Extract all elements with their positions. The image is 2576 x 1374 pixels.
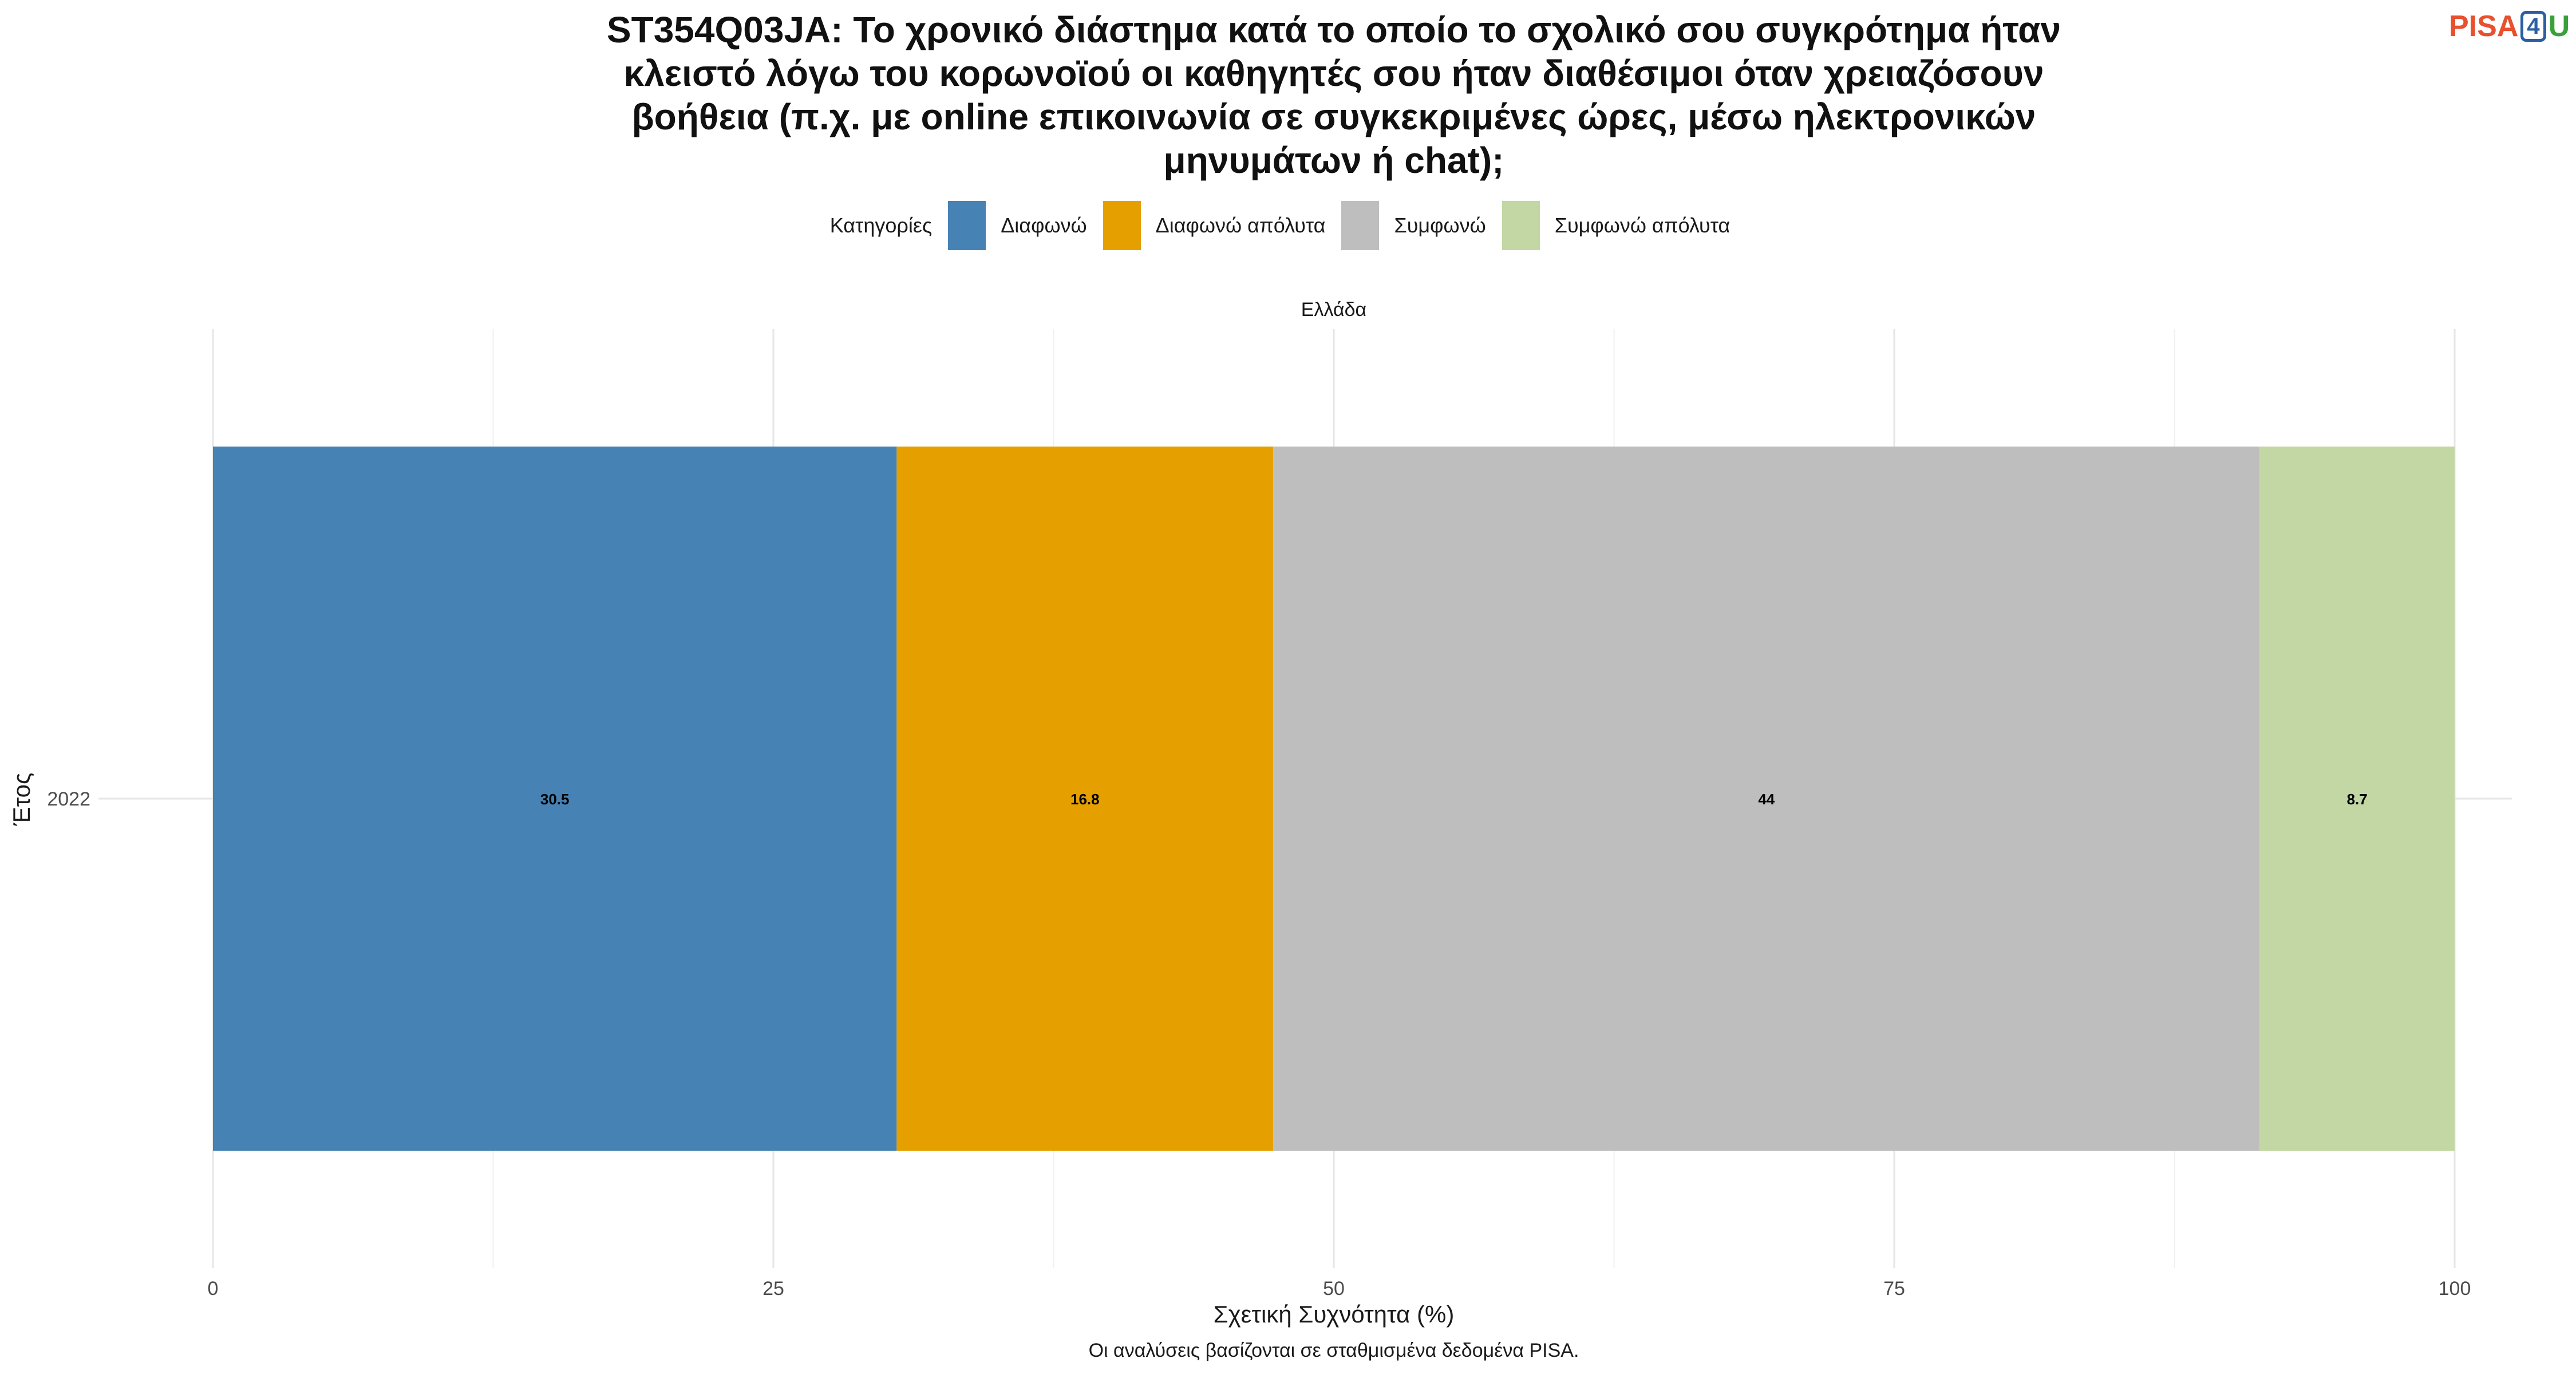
legend-label: Διαφωνώ [1001,214,1087,237]
legend-swatch [1341,201,1380,250]
facet-strip-label: Ελλάδα [1301,299,1366,321]
chart-title-line: βοήθεια (π.χ. με online επικοινωνία σε σ… [631,96,2036,137]
legend-label: Συμφωνώ [1394,214,1486,237]
x-tick-label: 0 [208,1278,219,1300]
legend-item-symfono: Συμφωνώ [1341,201,1486,250]
bar-segment [896,447,1274,1151]
legend: Κατηγορίες Διαφωνώ Διαφωνώ απόλυτα Συμφω… [0,197,2576,254]
bar-segment [2259,447,2455,1151]
bar-segment [1273,447,2260,1151]
y-axis-title: Έτος [8,773,35,827]
legend-swatch [1502,201,1540,250]
legend-item-diafono: Διαφωνώ [948,201,1087,250]
chart-title: ST354Q03JA: Το χρονικό διάστημα κατά το … [515,8,2152,182]
legend-swatch [948,201,986,250]
x-tick-label: 100 [2439,1278,2471,1300]
y-tick-label: 2022 [47,788,90,810]
pisa4u-logo: PISA 4 U [2449,8,2570,45]
chart-title-line: μηνυμάτων ή chat); [1163,140,1504,181]
legend-label: Συμφωνώ απόλυτα [1554,214,1730,237]
data-label: 16.8 [1070,791,1100,808]
logo-four-text: 4 [2520,11,2546,42]
chart-title-line: κλειστό λόγω του κορωνοϊού οι καθηγητές … [623,53,2044,94]
legend-item-diafono-apolyta: Διαφωνώ απόλυτα [1103,201,1326,250]
legend-swatch [1103,201,1141,250]
chart-title-line: ST354Q03JA: Το χρονικό διάστημα κατά το … [606,9,2061,50]
x-tick-label: 50 [1323,1278,1345,1300]
x-tick-label: 75 [1883,1278,1905,1300]
x-axis-title: Σχετική Συχνότητα (%) [1214,1301,1455,1328]
data-label: 44 [1758,791,1775,808]
data-label: 8.7 [2347,791,2368,808]
x-tick-label: 25 [762,1278,784,1300]
legend-title: Κατηγορίες [829,214,933,237]
data-label: 30.5 [540,791,570,808]
legend-item-symfono-apolyta: Συμφωνώ απόλυτα [1502,201,1730,250]
axis-layer: 0 25 50 75 100 2022 [47,788,2471,1300]
bar-layer [213,447,2455,1151]
label-layer: 30.5 16.8 44 8.7 [540,791,2368,808]
legend-label: Διαφωνώ απόλυτα [1155,214,1326,237]
bar-segment [213,447,897,1151]
logo-pisa-text: PISA [2449,10,2519,43]
logo-u-text: U [2548,10,2570,43]
chart-caption: Οι αναλύσεις βασίζονται σε σταθμισμένα δ… [1089,1340,1579,1361]
